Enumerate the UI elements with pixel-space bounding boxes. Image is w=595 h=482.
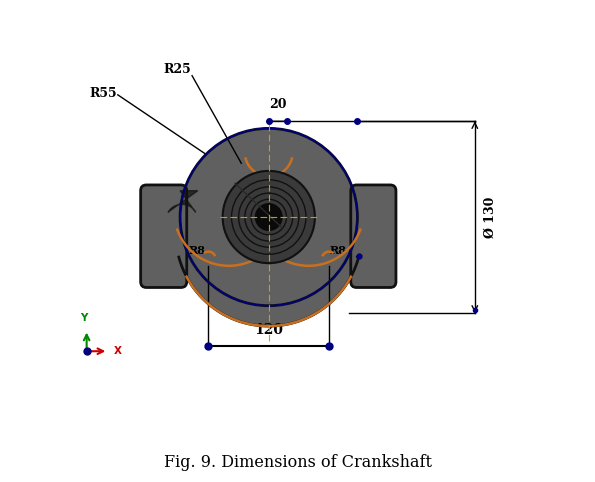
Text: R8: R8 [330,245,346,256]
Text: 120: 120 [254,323,283,337]
Text: R55: R55 [89,87,117,100]
Polygon shape [179,233,359,326]
Circle shape [255,204,282,230]
Text: Y: Y [80,313,88,323]
FancyBboxPatch shape [140,185,187,287]
Circle shape [223,171,315,263]
Text: 20: 20 [270,98,287,111]
Text: R25: R25 [163,64,191,77]
Text: R8: R8 [189,245,205,256]
Text: Ø 130: Ø 130 [484,196,496,238]
FancyBboxPatch shape [351,185,396,287]
Polygon shape [168,191,198,212]
Text: Fig. 9. Dimensions of Crankshaft: Fig. 9. Dimensions of Crankshaft [164,454,431,471]
Circle shape [180,128,358,306]
Text: X: X [114,346,122,356]
